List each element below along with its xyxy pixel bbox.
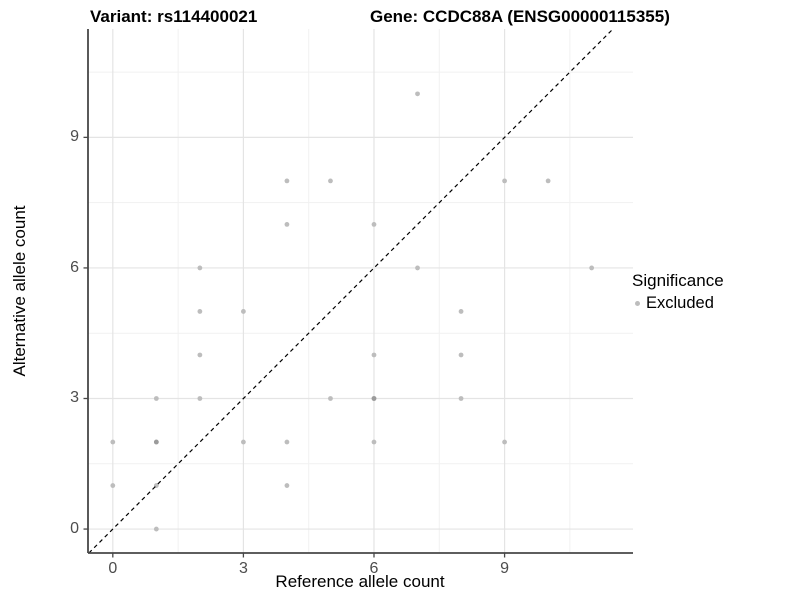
data-point	[545, 178, 551, 184]
x-tick-label: 0	[108, 560, 118, 577]
data-point	[197, 396, 203, 401]
data-point	[153, 526, 159, 532]
data-point	[371, 222, 377, 227]
data-point	[502, 439, 507, 445]
y-axis-label: Alternative allele count	[10, 205, 29, 377]
data-point	[458, 352, 464, 358]
data-point	[197, 352, 203, 358]
legend-item-excluded: Excluded	[632, 294, 724, 313]
data-point	[371, 439, 377, 445]
data-point	[197, 309, 203, 314]
data-point	[328, 396, 333, 401]
data-point	[458, 309, 464, 314]
identity-line	[88, 28, 614, 554]
data-point	[284, 483, 290, 488]
data-point	[415, 265, 420, 271]
excluded-point-icon	[635, 301, 640, 306]
x-tick-label: 6	[369, 560, 379, 577]
y-tick-label: 0	[70, 520, 79, 538]
data-point	[284, 439, 290, 445]
data-point	[371, 352, 377, 358]
data-point	[110, 439, 116, 445]
x-axis-label: Reference allele count	[275, 572, 445, 591]
legend-title: Significance	[632, 271, 724, 290]
y-tick-label: 6	[70, 258, 79, 276]
data-point	[502, 178, 507, 184]
data-point	[284, 178, 290, 184]
data-point-overplotted	[153, 439, 159, 445]
legend-item-label: Excluded	[646, 294, 714, 312]
variant-title: Variant: rs114400021	[90, 7, 258, 26]
data-point	[284, 222, 290, 227]
y-tick-label: 9	[70, 128, 79, 146]
x-tick-label: 9	[500, 560, 510, 577]
data-point	[589, 265, 595, 271]
data-point	[328, 178, 333, 184]
legend: Significance Excluded	[632, 271, 724, 313]
data-point	[197, 265, 203, 271]
data-point-overplotted	[371, 396, 377, 401]
data-point	[153, 396, 159, 401]
y-tick-label: 3	[70, 389, 79, 407]
data-point	[458, 396, 464, 401]
data-point	[110, 483, 116, 488]
data-point	[415, 91, 420, 97]
gene-title: Gene: CCDC88A (ENSG00000115355)	[370, 7, 670, 26]
x-tick-label: 3	[238, 560, 248, 577]
data-point	[241, 309, 246, 314]
data-point	[241, 439, 246, 445]
